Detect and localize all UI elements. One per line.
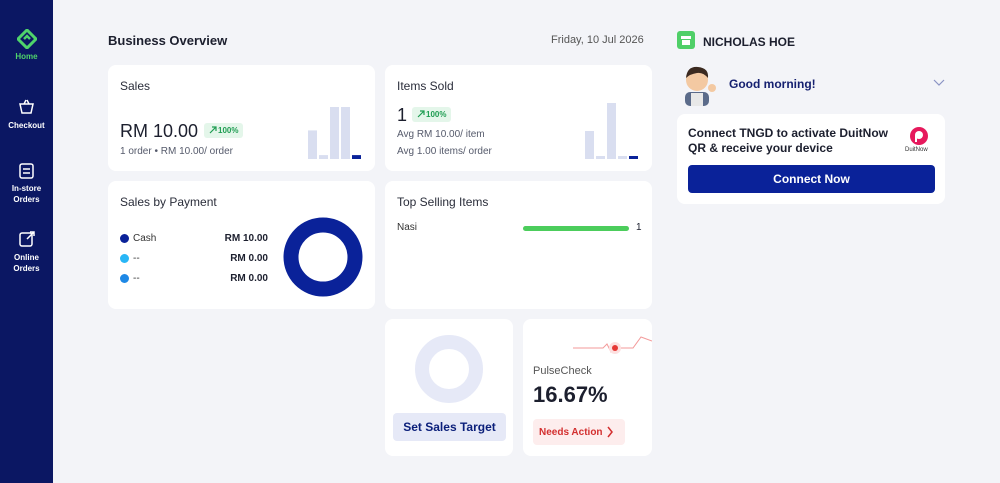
target-card: Set Sales Target <box>385 319 513 456</box>
card-title: Top Selling Items <box>397 195 489 209</box>
trend-bar <box>319 155 328 159</box>
sales-detail: 1 order • RM 10.00/ order <box>120 146 233 157</box>
up-arrow <box>417 110 425 118</box>
duitnow-logo <box>910 127 928 145</box>
checkout-icon <box>19 99 34 114</box>
avg-price: Avg RM 10.00/ item <box>397 129 485 140</box>
item-name: Nasi <box>397 222 418 233</box>
items-value: 1 <box>397 105 408 125</box>
up-arrow <box>209 126 217 134</box>
sidebar: Home Checkout In-store Orders Online Ord… <box>0 0 53 483</box>
logo-icon <box>17 29 37 49</box>
trend-bar <box>629 156 638 159</box>
top-selling-card[interactable]: Top Selling Items Nasi 1 <box>385 181 652 309</box>
target-ring <box>415 335 483 403</box>
connect-button[interactable]: Connect Now <box>688 165 935 193</box>
payment-name: Cash <box>133 233 157 244</box>
payment-amount: RM 0.00 <box>230 253 268 264</box>
item-bar <box>523 226 629 231</box>
payment-amount: RM 10.00 <box>224 233 268 244</box>
trend-bar <box>618 156 627 159</box>
legend-dot <box>120 254 129 263</box>
nav-home[interactable]: Home <box>15 52 38 61</box>
card-title: Items Sold <box>397 79 454 93</box>
sales-trend <box>308 107 361 159</box>
greeting: Good morning! <box>729 77 816 91</box>
trend-bar <box>596 156 605 159</box>
action-text: Needs Action <box>539 427 603 438</box>
online-icon <box>19 231 35 247</box>
collapse-chevron[interactable] <box>933 78 945 88</box>
date: Friday, 10 Jul 2026 <box>551 34 644 46</box>
item-value: 1 <box>636 222 642 233</box>
trend-bar <box>607 103 616 159</box>
nav-online[interactable]: Online Orders <box>13 253 40 273</box>
pulse-line <box>573 336 652 354</box>
payment-donut <box>283 217 363 297</box>
items-trend <box>585 103 638 159</box>
sales-amount: RM 10.00 <box>120 121 199 141</box>
trend-bar <box>308 130 317 159</box>
store-icon <box>677 31 695 49</box>
user-name: NICHOLAS HOE <box>703 35 796 49</box>
trend-bar <box>585 131 594 159</box>
nav-instore[interactable]: In-store Orders <box>11 184 42 204</box>
items-card[interactable]: Items Sold 1 100% Avg RM 10.00/ item Avg… <box>385 65 652 171</box>
pulse-value: 16.67% <box>533 382 608 407</box>
trend-bar <box>341 107 350 159</box>
trend-bar <box>330 107 339 159</box>
payment-name: -- <box>133 273 140 284</box>
legend-dot <box>120 274 129 283</box>
donut-segment <box>283 217 363 297</box>
promo-text: Connect TNGD to activate DuitNow QR & re… <box>688 126 889 155</box>
trend-bar <box>352 155 361 159</box>
pulse-label: PulseCheck <box>533 365 592 377</box>
duitnow-label: DuitNow <box>905 147 928 153</box>
needs-action-badge[interactable]: Needs Action <box>533 419 625 445</box>
payment-card[interactable]: Sales by Payment Cash RM 10.00 -- RM 0.00 --… <box>108 181 375 309</box>
avg-items: Avg 1.00 items/ order <box>397 146 492 157</box>
orders-icon <box>19 163 34 179</box>
card-title: Sales <box>120 79 151 93</box>
nav-checkout[interactable]: Checkout <box>8 121 45 130</box>
promo-card: Connect TNGD to activate DuitNow QR & re… <box>677 114 945 204</box>
card-title: Sales by Payment <box>120 195 217 209</box>
avatar <box>685 66 716 106</box>
payment-name: -- <box>133 253 140 264</box>
sales-card[interactable]: Sales RM 10.00 100% 1 order • RM 10.00/ … <box>108 65 375 171</box>
set-target-button[interactable]: Set Sales Target <box>393 413 506 441</box>
page-title: Business Overview <box>108 33 228 48</box>
payment-amount: RM 0.00 <box>230 273 268 284</box>
pulse-card[interactable]: PulseCheck 16.67% Needs Action <box>523 319 652 456</box>
legend-dot <box>120 234 129 243</box>
chevron-right <box>607 426 613 438</box>
